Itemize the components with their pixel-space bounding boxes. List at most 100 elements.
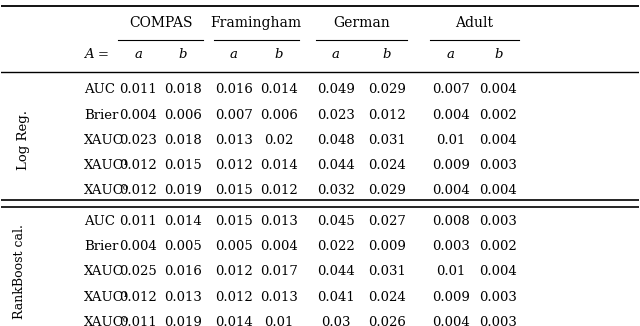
Text: 0.004: 0.004 <box>432 109 470 122</box>
Text: 0.016: 0.016 <box>164 265 202 278</box>
Text: 0.004: 0.004 <box>479 265 517 278</box>
Text: 0.014: 0.014 <box>260 159 298 172</box>
Text: 0.03: 0.03 <box>321 316 351 326</box>
Text: 0.012: 0.012 <box>368 109 406 122</box>
Text: 0.014: 0.014 <box>215 316 253 326</box>
Text: 0.005: 0.005 <box>164 240 202 253</box>
Text: 0.041: 0.041 <box>317 291 355 304</box>
Text: b: b <box>179 48 188 61</box>
Text: 0.019: 0.019 <box>164 316 202 326</box>
Text: 0.006: 0.006 <box>164 109 202 122</box>
Text: 0.002: 0.002 <box>479 109 517 122</box>
Text: 0.004: 0.004 <box>432 316 470 326</box>
Text: 0.01: 0.01 <box>436 265 465 278</box>
Text: 0.015: 0.015 <box>215 215 253 228</box>
Text: 0.012: 0.012 <box>260 184 298 197</box>
Text: RankBoost cal.: RankBoost cal. <box>13 225 26 319</box>
Text: 0.009: 0.009 <box>432 159 470 172</box>
Text: 0.004: 0.004 <box>479 134 517 147</box>
Text: 0.013: 0.013 <box>215 134 253 147</box>
Text: 0.012: 0.012 <box>215 159 253 172</box>
Text: Brier: Brier <box>84 240 118 253</box>
Text: 0.013: 0.013 <box>260 291 298 304</box>
Text: b: b <box>383 48 391 61</box>
Text: 0.003: 0.003 <box>432 240 470 253</box>
Text: XAUC⁰: XAUC⁰ <box>84 316 129 326</box>
Text: 0.023: 0.023 <box>120 134 157 147</box>
Text: 0.012: 0.012 <box>215 291 253 304</box>
Text: 0.012: 0.012 <box>120 291 157 304</box>
Text: 0.016: 0.016 <box>215 83 253 96</box>
Text: Adult: Adult <box>456 16 493 30</box>
Text: 0.012: 0.012 <box>215 265 253 278</box>
Text: 0.023: 0.023 <box>317 109 355 122</box>
Text: A =: A = <box>84 48 109 61</box>
Text: 0.007: 0.007 <box>432 83 470 96</box>
Text: 0.032: 0.032 <box>317 184 355 197</box>
Text: Framingham: Framingham <box>211 16 302 30</box>
Text: 0.02: 0.02 <box>264 134 293 147</box>
Text: 0.048: 0.048 <box>317 134 355 147</box>
Text: 0.013: 0.013 <box>164 291 202 304</box>
Text: 0.029: 0.029 <box>368 184 406 197</box>
Text: 0.017: 0.017 <box>260 265 298 278</box>
Text: 0.004: 0.004 <box>120 109 157 122</box>
Text: 0.011: 0.011 <box>120 83 157 96</box>
Text: 0.004: 0.004 <box>120 240 157 253</box>
Text: Log Reg.: Log Reg. <box>17 110 29 170</box>
Text: 0.045: 0.045 <box>317 215 355 228</box>
Text: 0.015: 0.015 <box>164 159 202 172</box>
Text: b: b <box>275 48 283 61</box>
Text: 0.004: 0.004 <box>479 184 517 197</box>
Text: 0.018: 0.018 <box>164 134 202 147</box>
Text: a: a <box>134 48 142 61</box>
Text: 0.01: 0.01 <box>436 134 465 147</box>
Text: 0.003: 0.003 <box>479 291 517 304</box>
Text: AUC: AUC <box>84 215 115 228</box>
Text: 0.031: 0.031 <box>368 265 406 278</box>
Text: 0.025: 0.025 <box>120 265 157 278</box>
Text: COMPAS: COMPAS <box>129 16 193 30</box>
Text: 0.014: 0.014 <box>164 215 202 228</box>
Text: 0.007: 0.007 <box>215 109 253 122</box>
Text: XAUC: XAUC <box>84 134 124 147</box>
Text: 0.005: 0.005 <box>215 240 253 253</box>
Text: 0.022: 0.022 <box>317 240 355 253</box>
Text: XAUC⁰: XAUC⁰ <box>84 184 129 197</box>
Text: 0.031: 0.031 <box>368 134 406 147</box>
Text: XAUC¹: XAUC¹ <box>84 159 129 172</box>
Text: 0.018: 0.018 <box>164 83 202 96</box>
Text: 0.004: 0.004 <box>260 240 298 253</box>
Text: 0.024: 0.024 <box>368 291 406 304</box>
Text: 0.024: 0.024 <box>368 159 406 172</box>
Text: 0.003: 0.003 <box>479 316 517 326</box>
Text: AUC: AUC <box>84 83 115 96</box>
Text: 0.027: 0.027 <box>368 215 406 228</box>
Text: German: German <box>333 16 390 30</box>
Text: a: a <box>230 48 238 61</box>
Text: 0.012: 0.012 <box>120 184 157 197</box>
Text: 0.01: 0.01 <box>264 316 293 326</box>
Text: 0.008: 0.008 <box>432 215 470 228</box>
Text: 0.006: 0.006 <box>260 109 298 122</box>
Text: 0.011: 0.011 <box>120 316 157 326</box>
Text: 0.049: 0.049 <box>317 83 355 96</box>
Text: 0.004: 0.004 <box>432 184 470 197</box>
Text: XAUC¹: XAUC¹ <box>84 291 129 304</box>
Text: 0.044: 0.044 <box>317 159 355 172</box>
Text: 0.012: 0.012 <box>120 159 157 172</box>
Text: a: a <box>447 48 454 61</box>
Text: 0.009: 0.009 <box>368 240 406 253</box>
Text: 0.013: 0.013 <box>260 215 298 228</box>
Text: 0.004: 0.004 <box>479 83 517 96</box>
Text: 0.019: 0.019 <box>164 184 202 197</box>
Text: Brier: Brier <box>84 109 118 122</box>
Text: 0.002: 0.002 <box>479 240 517 253</box>
Text: b: b <box>494 48 502 61</box>
Text: 0.015: 0.015 <box>215 184 253 197</box>
Text: a: a <box>332 48 340 61</box>
Text: 0.003: 0.003 <box>479 215 517 228</box>
Text: 0.003: 0.003 <box>479 159 517 172</box>
Text: 0.009: 0.009 <box>432 291 470 304</box>
Text: 0.029: 0.029 <box>368 83 406 96</box>
